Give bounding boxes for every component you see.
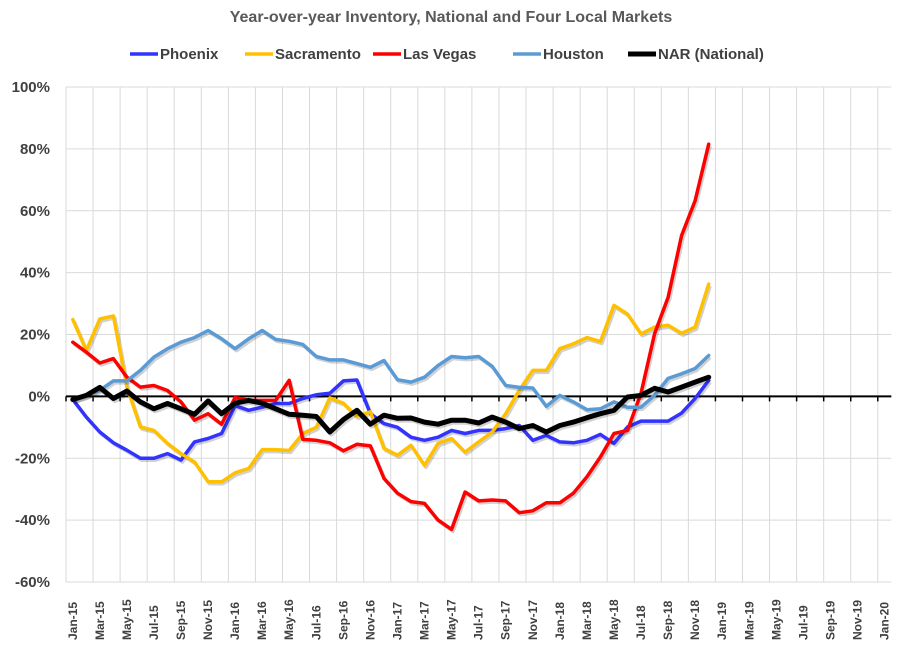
series-line-sacramento xyxy=(71,282,711,484)
zero-axis xyxy=(65,395,892,402)
x-tick-label: Jul-16 xyxy=(309,605,323,640)
legend-label: Phoenix xyxy=(160,46,219,63)
x-tick-label: Jan-15 xyxy=(66,602,80,640)
legend-item: Phoenix xyxy=(130,46,219,63)
series-line-phoenix xyxy=(71,378,711,462)
x-tick-label: Jan-19 xyxy=(715,602,729,640)
legend-item: Houston xyxy=(513,46,604,63)
legend-label: Houston xyxy=(543,46,604,63)
y-tick-label: 40% xyxy=(20,265,50,282)
y-tick-label: -20% xyxy=(15,450,50,467)
gridlines xyxy=(65,86,892,583)
x-tick-label: Nov-19 xyxy=(851,600,865,640)
x-tick-label: Nov-16 xyxy=(363,600,377,640)
x-tick-label: Mar-17 xyxy=(418,601,432,640)
x-tick-label: Jul-15 xyxy=(147,605,161,640)
legend: Phoenix Sacramento Las Vegas Houston NAR (Na… xyxy=(130,46,764,63)
x-tick-label: Jul-17 xyxy=(472,605,486,640)
x-tick-label: Sep-16 xyxy=(336,600,350,640)
series-shadow xyxy=(73,145,712,534)
legend-label: NAR (National) xyxy=(658,46,764,63)
y-tick-label: 0% xyxy=(28,388,50,405)
x-tick-label: May-16 xyxy=(282,599,296,640)
y-tick-label: 60% xyxy=(20,203,50,220)
legend-label: Sacramento xyxy=(275,46,361,63)
x-tick-label: Sep-15 xyxy=(174,600,188,640)
series-lines xyxy=(70,142,712,534)
x-tick-label: Jan-20 xyxy=(878,602,892,640)
x-tick-label: Sep-19 xyxy=(823,600,837,640)
x-tick-label: Jan-17 xyxy=(390,602,404,640)
legend-item: Las Vegas xyxy=(373,46,476,63)
x-axis-labels: Jan-15 Mar-15 May-15 Jul-15 Sep-15 Nov-15 Jan-… xyxy=(66,599,892,640)
x-tick-label: Jan-16 xyxy=(228,602,242,640)
chart-title: Year-over-year Inventory, National and F… xyxy=(230,9,673,26)
x-tick-label: Nov-17 xyxy=(526,600,540,640)
series-line-nar-national xyxy=(70,374,712,435)
series-line-las-vegas xyxy=(71,142,711,532)
x-tick-label: May-18 xyxy=(607,599,621,640)
x-tick-label: Jan-18 xyxy=(553,602,567,640)
x-tick-label: May-17 xyxy=(445,599,459,640)
x-tick-label: May-19 xyxy=(769,599,783,640)
series-line-houston xyxy=(71,328,711,412)
x-tick-label: Mar-16 xyxy=(255,601,269,640)
x-tick-label: Mar-19 xyxy=(742,601,756,640)
y-axis-labels: 100% 80% 60% 40% 20% 0% -20% -40% -60% xyxy=(12,79,50,591)
y-tick-label: 100% xyxy=(12,79,50,96)
y-tick-label: -40% xyxy=(15,512,50,529)
legend-item: NAR (National) xyxy=(628,46,764,63)
x-tick-label: Sep-17 xyxy=(499,600,513,640)
y-tick-label: -60% xyxy=(15,574,50,591)
legend-label: Las Vegas xyxy=(403,46,476,63)
x-tick-label: Mar-15 xyxy=(93,601,107,640)
x-tick-label: Sep-18 xyxy=(661,600,675,640)
x-tick-label: Jul-19 xyxy=(796,605,810,640)
x-tick-label: Nov-15 xyxy=(201,600,215,640)
y-tick-label: 80% xyxy=(20,141,50,158)
y-tick-label: 20% xyxy=(20,327,50,344)
x-tick-label: Nov-18 xyxy=(688,600,702,640)
legend-item: Sacramento xyxy=(245,46,361,63)
x-tick-label: Mar-18 xyxy=(580,601,594,640)
x-tick-label: Jul-18 xyxy=(634,605,648,640)
x-tick-label: May-15 xyxy=(120,599,134,640)
